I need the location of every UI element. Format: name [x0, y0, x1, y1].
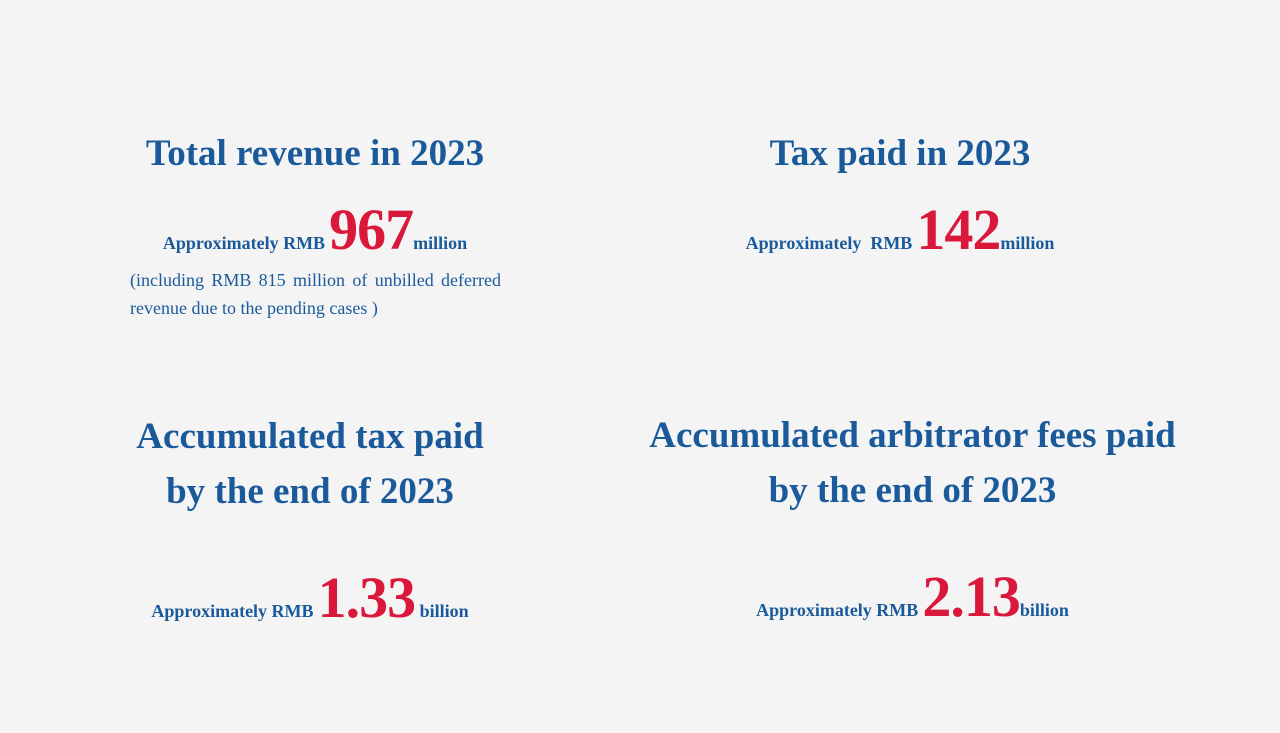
- total-revenue-block: Total revenue in 2023 Approximately RMB9…: [100, 126, 530, 259]
- accumulated-tax-prefix: Approximately RMB: [151, 601, 314, 621]
- total-revenue-value: 967: [329, 197, 414, 262]
- accumulated-tax-block: Accumulated tax paid by the end of 2023 …: [90, 409, 530, 627]
- tax-paid-prefix: Approximately RMB: [745, 233, 913, 253]
- total-revenue-note: (including RMB 815 million of unbilled d…: [130, 270, 501, 318]
- accumulated-tax-unit: billion: [419, 601, 469, 621]
- tax-paid-value: 142: [916, 197, 1001, 262]
- arbitrator-fees-value: 2.13: [922, 564, 1020, 629]
- arbitrator-fees-block: Accumulated arbitrator fees paid by the …: [620, 408, 1205, 626]
- accumulated-tax-value: 1.33: [317, 565, 416, 630]
- arbitrator-fees-title-line1: Accumulated arbitrator fees paid: [649, 415, 1176, 456]
- total-revenue-amount: Approximately RMB967million: [100, 201, 530, 259]
- tax-paid-amount: Approximately RMB142million: [690, 201, 1110, 259]
- tax-paid-title: Tax paid in 2023: [769, 133, 1031, 174]
- total-revenue-unit: million: [413, 233, 468, 253]
- arbitrator-fees-prefix: Approximately RMB: [756, 600, 919, 620]
- total-revenue-prefix: Approximately RMB: [162, 233, 326, 253]
- arbitrator-fees-title-line2: by the end of 2023: [768, 470, 1057, 511]
- arbitrator-fees-amount: Approximately RMB2.13billion: [620, 568, 1205, 626]
- tax-paid-block: Tax paid in 2023 Approximately RMB142mil…: [690, 126, 1110, 259]
- accumulated-tax-title-line1: Accumulated tax paid: [136, 416, 484, 457]
- tax-paid-unit: million: [1000, 233, 1055, 253]
- arbitrator-fees-unit: billion: [1019, 600, 1069, 620]
- total-revenue-title: Total revenue in 2023: [145, 133, 485, 174]
- accumulated-tax-amount: Approximately RMB1.33 billion: [90, 569, 530, 627]
- accumulated-tax-title-line2: by the end of 2023: [166, 471, 454, 512]
